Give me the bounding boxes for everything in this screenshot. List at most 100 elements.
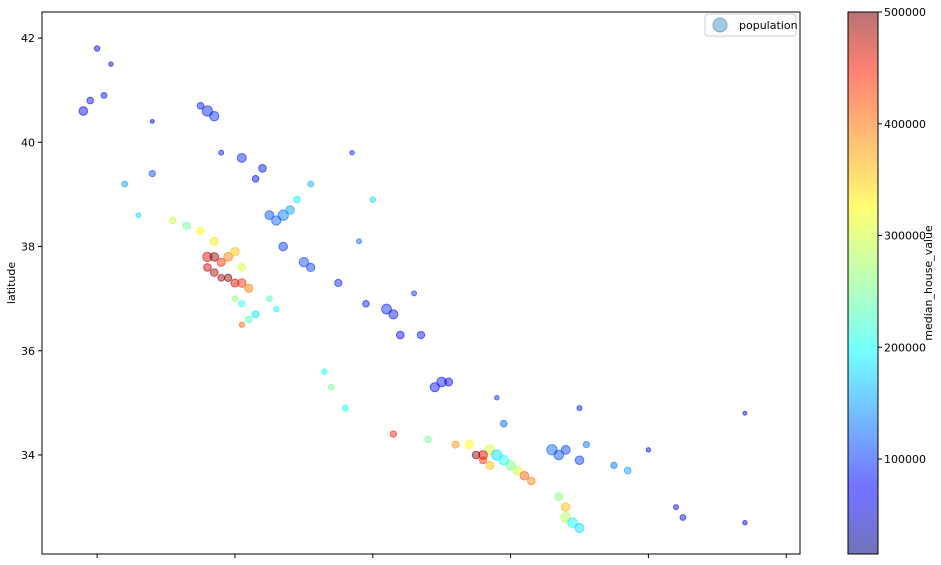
- data-point: [444, 377, 454, 387]
- data-point: [100, 91, 108, 99]
- data-point: [238, 321, 245, 328]
- colorbar-tick-label: 500000: [884, 6, 926, 19]
- data-point: [479, 456, 487, 465]
- data-point: [216, 257, 226, 267]
- data-point: [451, 440, 460, 449]
- legend: population: [704, 13, 798, 37]
- data-point: [388, 309, 399, 320]
- data-point: [196, 226, 205, 235]
- data-point: [306, 262, 316, 273]
- data-point: [230, 246, 240, 257]
- data-point: [623, 466, 632, 475]
- data-point: [218, 149, 225, 156]
- data-point: [416, 330, 426, 340]
- data-point: [576, 405, 583, 412]
- data-point: [679, 514, 687, 521]
- colorbar-frame: [847, 11, 879, 555]
- data-point: [78, 106, 89, 116]
- data-point: [381, 303, 392, 315]
- data-point: [182, 221, 191, 230]
- data-point: [334, 278, 343, 288]
- colorbar-tick-label: 100000: [884, 453, 926, 466]
- colorbar-label: median_house_value: [922, 225, 935, 341]
- data-point: [237, 278, 247, 288]
- data-point: [149, 118, 155, 124]
- y-tick-label: 36: [21, 345, 35, 358]
- data-point: [341, 404, 349, 412]
- y-axis-label: latitude: [5, 262, 18, 304]
- data-point: [485, 460, 495, 470]
- data-point: [464, 439, 474, 450]
- data-point: [395, 330, 405, 340]
- data-point: [251, 310, 260, 319]
- legend-label: population: [739, 19, 798, 32]
- data-point: [505, 460, 516, 471]
- data-point: [498, 454, 509, 466]
- colorbar-tick-label: 400000: [884, 118, 926, 131]
- y-axis: 34 36 38 40 42: [21, 32, 42, 462]
- data-point: [135, 212, 142, 219]
- data-point: [349, 150, 355, 156]
- data-point: [278, 241, 288, 252]
- colorbar: 100000 200000 300000 400000 500000 median_ho…: [847, 6, 935, 555]
- data-point: [273, 305, 280, 313]
- data-point: [265, 295, 273, 303]
- legend-box: [704, 13, 797, 37]
- y-tick-label: 38: [21, 241, 35, 254]
- data-point: [251, 175, 260, 183]
- data-point: [645, 447, 652, 453]
- data-point: [560, 502, 571, 512]
- data-point: [436, 376, 447, 388]
- data-point: [369, 196, 376, 203]
- data-point: [236, 153, 247, 163]
- colorbar-gradient: [848, 12, 878, 554]
- data-point: [327, 383, 335, 391]
- data-point: [554, 492, 564, 502]
- data-point: [293, 195, 301, 204]
- data-point: [742, 520, 748, 526]
- data-point: [209, 252, 220, 262]
- data-point: [574, 455, 585, 465]
- data-point: [121, 180, 129, 188]
- colorbar-tick-label: 300000: [884, 230, 926, 243]
- data-point: [560, 444, 571, 455]
- data-point: [223, 273, 233, 282]
- data-point: [356, 238, 362, 245]
- colorbar-ticks: 100000 200000 300000 400000 500000: [878, 6, 926, 466]
- data-point: [307, 180, 315, 188]
- data-point: [610, 461, 618, 470]
- data-point: [237, 263, 246, 272]
- data-point: [209, 236, 219, 246]
- data-point: [526, 476, 536, 486]
- data-point: [238, 300, 246, 308]
- data-point: [108, 61, 114, 67]
- data-point: [471, 450, 481, 460]
- data-point: [264, 210, 275, 221]
- data-point: [673, 504, 679, 511]
- data-point: [209, 268, 219, 277]
- data-point: [574, 522, 585, 533]
- data-point: [244, 315, 253, 324]
- data-point: [512, 465, 523, 476]
- y-tick-label: 42: [21, 32, 35, 45]
- data-point: [202, 251, 213, 263]
- data-point: [285, 205, 295, 215]
- data-point: [271, 215, 282, 226]
- data-point: [582, 440, 591, 449]
- data-point: [389, 430, 398, 438]
- data-point: [196, 102, 205, 110]
- data-point: [742, 410, 748, 416]
- data-point: [499, 419, 508, 428]
- data-point: [209, 111, 220, 122]
- data-point: [258, 163, 267, 173]
- data-point: [231, 295, 239, 303]
- data-point: [230, 278, 240, 288]
- x-axis: [96, 554, 787, 558]
- plot-background: [42, 12, 800, 554]
- data-point: [244, 283, 254, 293]
- y-tick-label: 34: [21, 449, 35, 462]
- data-point: [567, 517, 578, 528]
- data-point: [321, 368, 328, 375]
- data-point: [362, 300, 370, 308]
